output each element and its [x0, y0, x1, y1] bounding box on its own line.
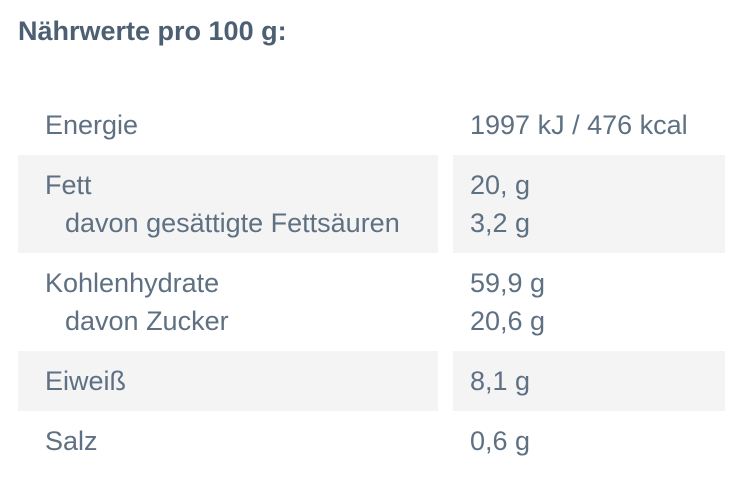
nutrient-value: 1997 kJ / 476 kcal [470, 110, 688, 140]
nutrient-value-cell: 59,9 g 20,6 g [453, 253, 725, 351]
nutrient-value-cell: 1997 kJ / 476 kcal [453, 95, 725, 155]
nutrient-label-cell: Salz [18, 411, 438, 471]
nutrient-value-cell: 0,6 g [453, 411, 725, 471]
nutrient-label-cell: Fett davon gesättigte Fettsäuren [18, 155, 438, 253]
column-gap [438, 95, 453, 155]
table-row-fett: Fett davon gesättigte Fettsäuren 20, g 3… [18, 155, 725, 253]
table-row-energie: Energie 1997 kJ / 476 kcal [18, 95, 725, 155]
nutrient-subvalue: 20,6 g [470, 306, 546, 336]
nutrient-label-cell: Eiweiß [18, 351, 438, 411]
column-gap [438, 155, 453, 253]
nutrition-table: Energie 1997 kJ / 476 kcal Fett davon ge… [18, 95, 725, 471]
nutrient-value: 20, g [470, 170, 531, 200]
nutrient-label-cell: Energie [18, 95, 438, 155]
nutrient-label-cell: Kohlenhydrate davon Zucker [18, 253, 438, 351]
nutrient-value: 59,9 g [470, 268, 546, 298]
table-row-salz: Salz 0,6 g [18, 411, 725, 471]
nutrient-value-cell: 8,1 g [453, 351, 725, 411]
nutrient-label: Salz [45, 426, 98, 456]
table-row-kohlenhydrate: Kohlenhydrate davon Zucker 59,9 g 20,6 g [18, 253, 725, 351]
nutrient-subvalue: 3,2 g [470, 208, 531, 238]
nutrient-value: 8,1 g [470, 366, 531, 396]
nutrient-value-cell: 20, g 3,2 g [453, 155, 725, 253]
column-gap [438, 351, 453, 411]
column-gap [438, 411, 453, 471]
nutrient-label: Eiweiß [45, 366, 127, 396]
nutrient-label: Fett [45, 170, 92, 200]
nutrient-value: 0,6 g [470, 426, 531, 456]
nutrient-sublabel: davon Zucker [65, 306, 229, 336]
table-row-eiweiss: Eiweiß 8,1 g [18, 351, 725, 411]
nutrient-label: Kohlenhydrate [45, 268, 220, 298]
nutrient-sublabel: davon gesättigte Fettsäuren [65, 208, 400, 238]
nutrient-label: Energie [45, 110, 139, 140]
column-gap [438, 253, 453, 351]
page-title: Nährwerte pro 100 g: [18, 16, 287, 46]
